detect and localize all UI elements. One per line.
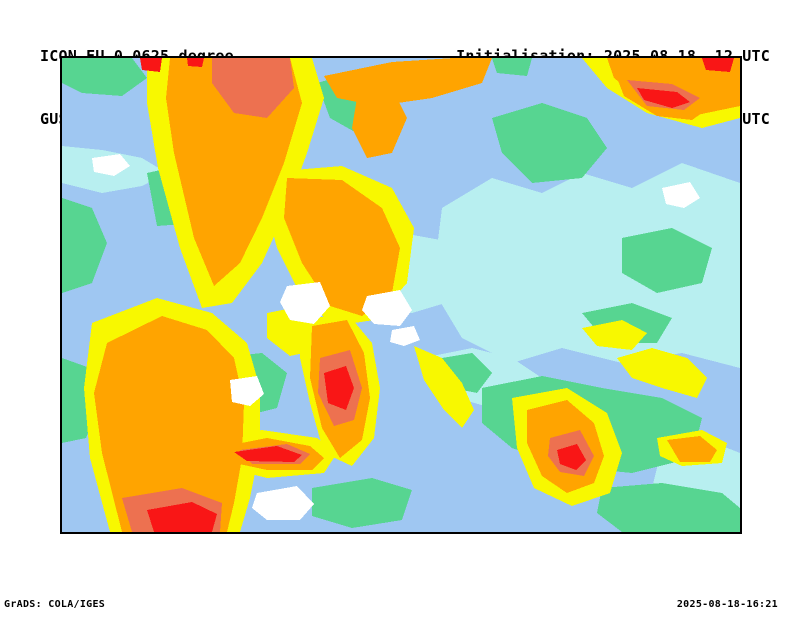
gust-fill-layer bbox=[62, 58, 740, 532]
grads-credit: GrADS: COLA/IGES bbox=[4, 599, 106, 610]
creation-timestamp: 2025-08-18-16:21 bbox=[676, 599, 778, 610]
color-legend bbox=[744, 138, 800, 464]
map-canvas bbox=[62, 58, 740, 532]
